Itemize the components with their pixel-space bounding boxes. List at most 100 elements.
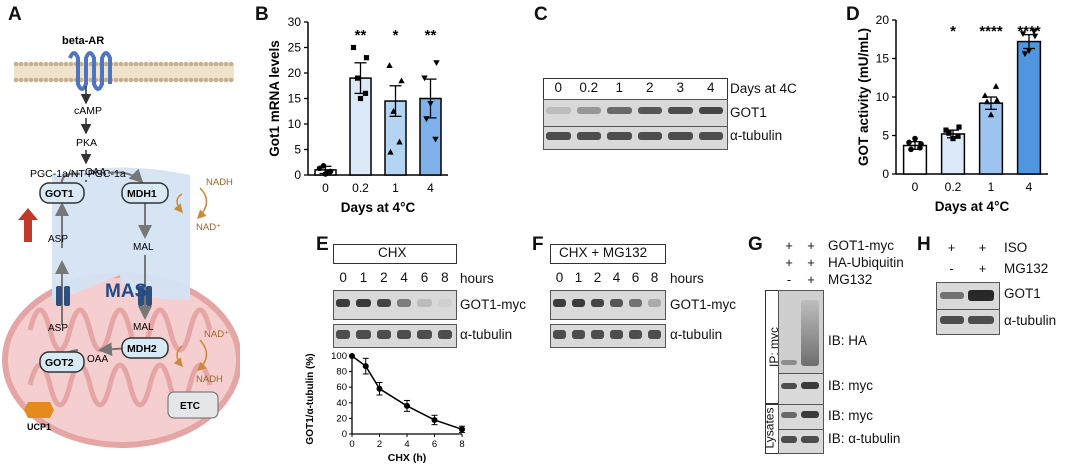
band-tubulin <box>607 132 632 140</box>
condition-sign: - <box>786 272 792 287</box>
data-point <box>992 83 1000 89</box>
lane-label: 0 <box>555 270 564 285</box>
enzyme-box-got2 <box>39 351 85 373</box>
band-got1-myc <box>610 299 623 307</box>
transporter-icon <box>138 286 144 306</box>
band-got1-myc <box>376 299 391 307</box>
lane-label: 2 <box>593 270 602 285</box>
cofactor-nad-bottom: NAD⁺ <box>204 329 229 340</box>
lane-label: 2 <box>645 80 654 95</box>
condition-name: MG132 <box>1004 261 1049 276</box>
significance-label: **** <box>979 23 1003 40</box>
data-point <box>908 146 914 153</box>
lane-label: 0 <box>554 80 562 95</box>
condition-sign: + <box>807 255 815 270</box>
y-tick-label: 15 <box>288 92 302 106</box>
significance-label: **** <box>1017 23 1041 40</box>
band-got1-myc <box>572 299 585 307</box>
panel-label-d: D <box>846 4 860 25</box>
blot-tubulin-chx <box>333 324 457 348</box>
blot-ib-myc-ip <box>778 373 824 405</box>
transporter-icon <box>146 286 152 306</box>
row-label-ib-ha: IB: HA <box>828 333 868 348</box>
treatment-label-chx-mg132: CHX + MG132 <box>559 245 648 260</box>
lysates-label: Lysates <box>762 407 777 449</box>
enzyme-mdh1: MDH1 <box>127 188 157 200</box>
band-tubulin <box>781 436 797 443</box>
condition-sign: + <box>785 255 793 270</box>
data-point <box>357 95 364 102</box>
treatment-header-box <box>333 244 457 264</box>
x-axis-title: Days at 4°C <box>935 199 1010 214</box>
cofactor-nad-top: NAD⁺ <box>196 222 221 233</box>
panel-label-e: E <box>316 234 329 255</box>
data-point <box>983 98 991 105</box>
row-label-tubulin: α-tubulin <box>730 128 783 143</box>
x-tick-label: 4 <box>1026 180 1033 194</box>
lane-label: 1 <box>359 270 368 285</box>
data-point <box>431 416 438 423</box>
y-tick-label: 40 <box>336 398 347 409</box>
receptor-label: beta-AR <box>62 35 104 47</box>
y-tick-label: 0 <box>342 429 347 440</box>
band-got1 <box>668 107 693 114</box>
y-tick-label: 20 <box>336 413 347 424</box>
data-point <box>943 127 949 133</box>
got1-decay-chart: 0 20 40 60 80 100 0 2 4 6 8 CHX (h) GOT1/α-tubulin (… <box>305 351 465 464</box>
blot-header-days: Days at 4C <box>730 81 797 96</box>
lane-label: 3 <box>676 80 684 95</box>
band-tubulin <box>801 436 819 443</box>
x-tick-label: 4 <box>427 181 434 195</box>
units-hours-chx: hours <box>460 271 494 286</box>
blot-got1-myc-chx <box>333 290 457 320</box>
condition-sign: + <box>807 238 815 253</box>
metabolite-oaa-bottom: OAA <box>87 354 108 365</box>
band-tubulin <box>356 330 371 339</box>
condition-sign: + <box>807 272 815 287</box>
panel-label-b: B <box>255 4 269 25</box>
band-tubulin <box>648 330 661 339</box>
condition-sign: + <box>947 240 956 255</box>
band-ib-myc-lysate <box>801 411 819 418</box>
condition-sign: + <box>785 238 793 253</box>
panel-label-c: C <box>534 4 548 25</box>
x-axis-title: CHX (h) <box>388 452 427 464</box>
condition-name: ISO <box>1004 240 1028 255</box>
data-point <box>376 385 383 392</box>
metabolite-asp-top: ASP <box>48 234 68 245</box>
etc-icon <box>167 391 219 419</box>
band-tubulin <box>376 330 391 339</box>
data-point <box>993 96 1001 103</box>
cofactor-nadh-top: NADH <box>206 177 233 188</box>
y-tick-label: 60 <box>336 382 347 393</box>
data-point <box>1031 33 1039 40</box>
row-label-got1-myc-chx: GOT1-myc <box>460 297 526 312</box>
y-axis-title: Got1 mRNA levels <box>267 40 282 157</box>
x-tick-label: 0 <box>322 181 329 195</box>
band-got1-myc <box>397 299 412 307</box>
significance-label: * <box>950 23 956 40</box>
enzyme-box-mdh1 <box>121 182 169 204</box>
lane-label: 0 <box>339 270 347 285</box>
enzyme-mdh2: MDH2 <box>127 343 157 355</box>
y-tick-label: 80 <box>336 367 347 378</box>
metabolite-asp-bottom: ASP <box>48 323 68 334</box>
band-got1-iso <box>940 292 964 299</box>
cascade-label-camp: cAMP <box>74 105 102 117</box>
data-point <box>363 55 370 61</box>
condition-sign: - <box>949 261 954 276</box>
y-tick-label: 100 <box>331 351 347 362</box>
data-point <box>387 148 394 155</box>
data-point <box>432 136 439 143</box>
ucp1-label: UCP1 <box>27 422 51 432</box>
cofactor-nadh-bottom: NADH <box>196 374 223 385</box>
y-tick-label: 30 <box>288 15 302 29</box>
significance-label: ** <box>355 27 367 44</box>
data-point <box>423 116 430 123</box>
band-got1 <box>607 107 632 114</box>
significance-label: ** <box>425 27 437 44</box>
blot-tubulin <box>543 126 728 150</box>
data-point <box>322 171 329 177</box>
data-point <box>362 363 369 370</box>
band-got1 <box>546 107 571 114</box>
